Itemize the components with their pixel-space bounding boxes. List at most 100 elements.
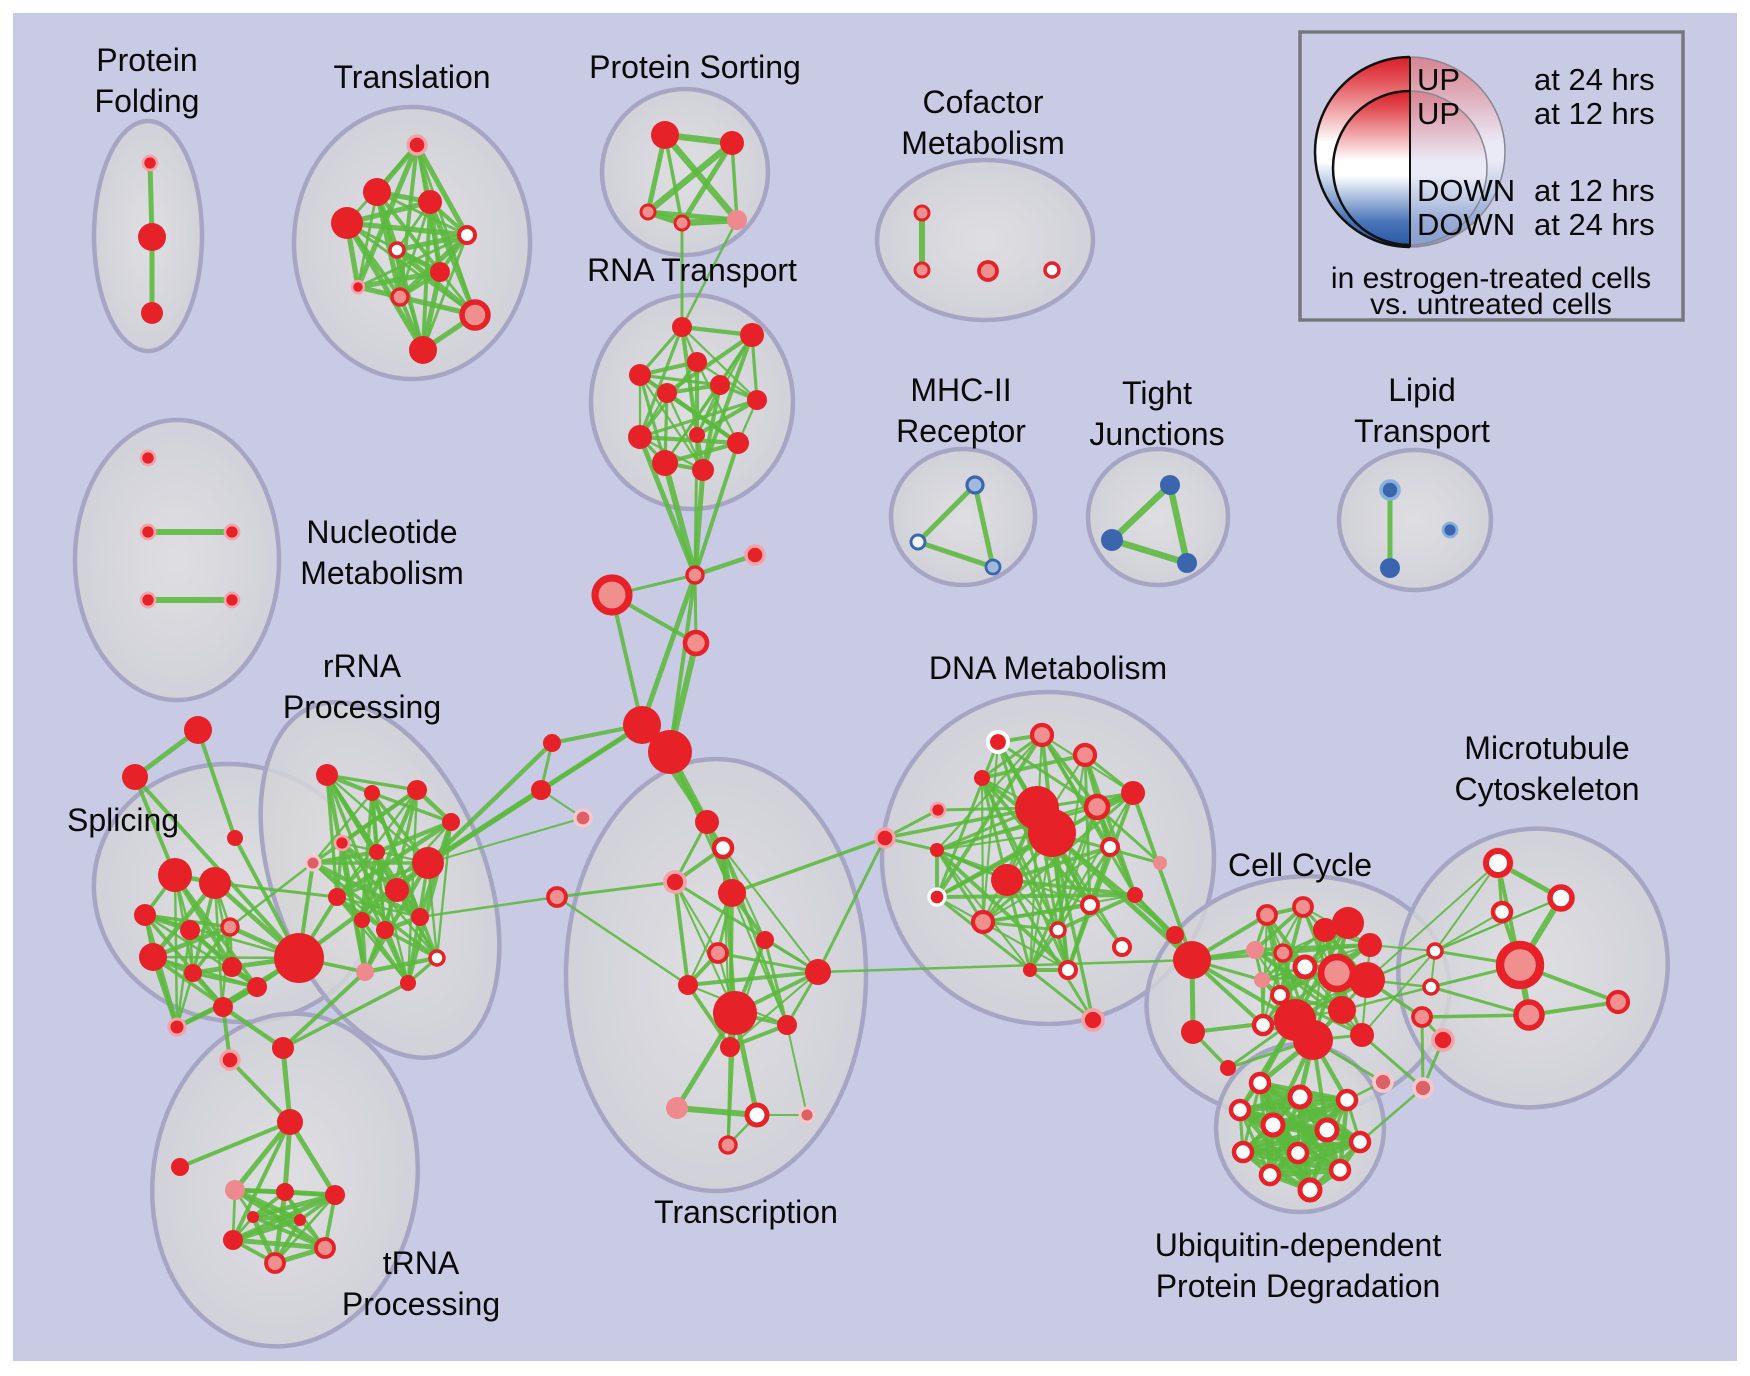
node-dm14 <box>874 827 896 849</box>
node-sp12 <box>247 977 267 997</box>
node-ub5 <box>1260 1112 1286 1138</box>
node-ub11 <box>1328 1158 1352 1182</box>
edge <box>728 970 820 1049</box>
node-nm1 <box>139 449 157 467</box>
node-tn10 <box>314 1237 336 1259</box>
edge <box>250 1192 338 1220</box>
node-cc7 <box>1273 943 1293 963</box>
edge <box>1361 950 1436 1036</box>
node-ub7 <box>1231 1140 1255 1164</box>
edge <box>786 1024 808 1116</box>
node-tx12 <box>720 1037 740 1057</box>
node-rr3 <box>407 780 427 800</box>
legend-row-time-1: at 12 hrs <box>1534 96 1655 131</box>
node-rr6 <box>369 844 385 860</box>
edge <box>981 920 1060 932</box>
node-tn3 <box>272 1037 294 1059</box>
node-rr4 <box>333 834 351 852</box>
node-tx13 <box>666 1097 688 1119</box>
node-dm17 <box>1080 895 1100 915</box>
cluster-labels: Protein Folding Translation Protein Sorting… <box>67 42 1640 1322</box>
node-rt5 <box>710 375 730 395</box>
edge <box>673 880 690 987</box>
legend-row-time-2: at 12 hrs <box>1534 173 1655 208</box>
node-cc6 <box>1246 941 1264 959</box>
edge <box>325 773 419 792</box>
cluster-ellipses <box>72 86 1670 1349</box>
edge <box>335 841 344 899</box>
edge <box>662 460 698 578</box>
edge <box>360 918 410 985</box>
node-tn1 <box>213 997 233 1017</box>
edge <box>1340 985 1433 1012</box>
cluster-ellipse-transcription <box>563 756 869 1194</box>
node-lt3 <box>1441 521 1459 539</box>
node-mt8 <box>1513 999 1545 1031</box>
node-sp5 <box>199 867 231 899</box>
edge <box>730 141 739 222</box>
edge <box>1420 1015 1425 1090</box>
node-tj1 <box>1160 475 1180 495</box>
edge <box>935 848 1070 972</box>
edge <box>435 820 453 960</box>
nodes <box>122 121 1631 1274</box>
edge <box>674 1105 760 1118</box>
edge <box>637 434 741 446</box>
edge <box>663 383 722 465</box>
node-rr16 <box>442 813 460 831</box>
legend-caption-0: in estrogen-treated cells <box>1331 262 1651 295</box>
node-rt4 <box>687 352 707 372</box>
node-rt7 <box>747 390 767 410</box>
node-dm4 <box>974 770 990 786</box>
edge <box>230 1217 303 1243</box>
node-dm1 <box>985 729 1011 755</box>
node-cf3 <box>977 260 999 282</box>
edge <box>220 1004 286 1051</box>
node-tn6 <box>225 1180 245 1200</box>
node-tn9 <box>223 1230 243 1250</box>
edge <box>981 893 1137 924</box>
node-tn5 <box>171 1158 189 1176</box>
edge <box>721 846 820 974</box>
node-tr4 <box>331 207 363 239</box>
edge <box>311 788 419 865</box>
node-mh2 <box>909 533 927 551</box>
edge <box>555 880 677 899</box>
edge <box>721 846 789 1027</box>
node-b7 <box>573 808 593 828</box>
node-dm7 <box>1083 793 1111 821</box>
cluster-label-rrna-processing: rRNA Processing <box>283 648 441 725</box>
node-mt5 <box>1495 940 1545 990</box>
edge <box>335 861 430 899</box>
node-sp2 <box>122 764 148 790</box>
edge <box>694 397 760 438</box>
node-dm24 <box>1173 941 1211 979</box>
node-tj3 <box>1177 553 1197 573</box>
edge <box>250 1214 303 1223</box>
edge <box>1358 1086 1425 1144</box>
legend-inner-left-arc <box>1331 89 1411 247</box>
edge <box>915 482 978 545</box>
node-tr7 <box>430 262 450 282</box>
node-lt2 <box>1380 558 1400 578</box>
node-tr10 <box>459 299 491 331</box>
edge <box>680 218 739 329</box>
edge <box>375 850 410 985</box>
edge <box>151 955 224 1007</box>
cluster-ellipse-tight-junctions <box>1085 446 1231 588</box>
node-pf1 <box>141 154 159 172</box>
edge <box>414 142 470 238</box>
edge <box>639 572 698 728</box>
node-tr5 <box>457 225 477 245</box>
cluster-label-mhc-ii-receptor: MHC-II Receptor <box>896 372 1026 449</box>
node-ub12 <box>1297 1177 1323 1203</box>
node-mt7 <box>1411 1006 1433 1028</box>
edge <box>1281 943 1372 955</box>
cluster-label-cell-cycle: Cell Cycle <box>1228 847 1372 883</box>
edge <box>251 1215 327 1250</box>
edge <box>730 836 887 895</box>
edge <box>339 840 400 893</box>
node-dm18 <box>1049 921 1067 939</box>
node-mt10 <box>1431 1028 1455 1052</box>
node-mt2 <box>1547 884 1575 912</box>
